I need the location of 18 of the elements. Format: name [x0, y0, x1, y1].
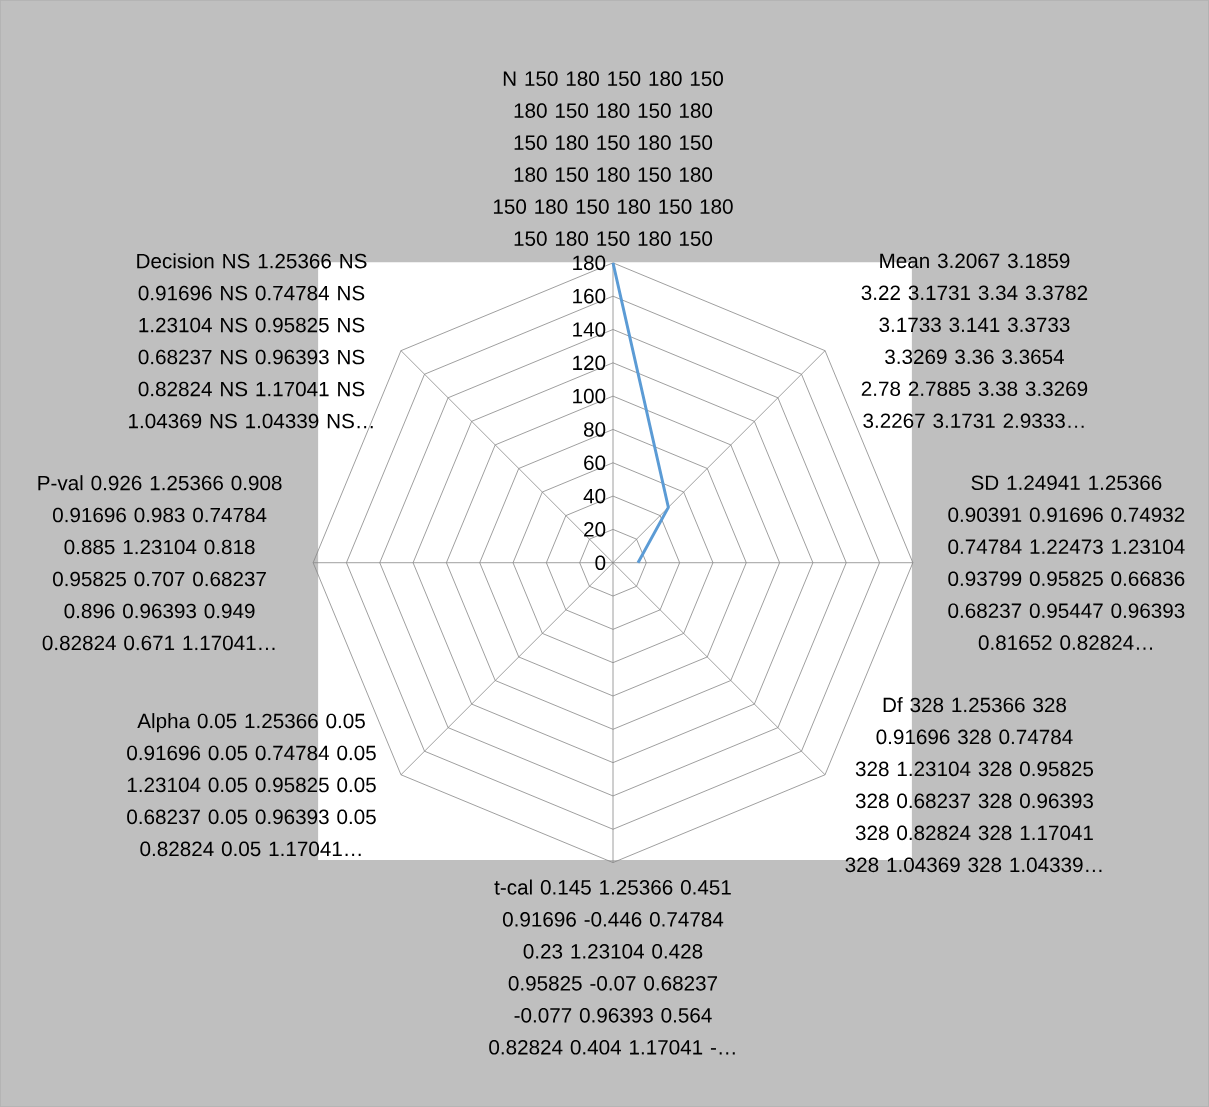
- y-tick-label: 20: [584, 522, 606, 537]
- y-tick-label: 100: [573, 388, 606, 404]
- y-tick-label: 40: [583, 488, 606, 504]
- spoke-label: t-cal 0.145 1.25366 0.451 0.91696 -0.446 0.74784 0.23 1.23104 0.428 0.95825 -0.07 0.68237 -0.077 0.96393 0.564 0.82824 0.404 1.17041 -…: [489, 879, 735, 1055]
- spoke-label: Alpha 0.05 1.25366 0.05 0.91696 0.05 0.74784 0.05 1.23104 0.05 0.95825 0.05 0.68237 0.05 0.96393 0.05 0.82824 0.05 1.17041…: [127, 713, 376, 857]
- spoke-label: Df 328 1.25366 328 0.91696 328 0.74784 328 1.23104 328 0.95825 328 0.68237 328 0.96393 328 0.82824 328 1.17041 328 1.04369 328 1.04339…: [845, 697, 1102, 873]
- spoke-label: SD 1.24941 1.25366 0.90391 0.91696 0.74932 0.74784 1.22473 1.23104 0.93799 0.95825 0.66836 0.68237 0.95447 0.96393 0.81652 0.82824…: [948, 475, 1185, 650]
- y-tick-label: 60: [584, 455, 606, 471]
- y-tick-label: 180: [573, 255, 606, 271]
- spoke-label: N 150 180 150 180 150 180 150 180 150 180 150 180 150 180 150 180 150 180 150 180 150 180 150 180 150 180 150 180 150 180 150: [493, 71, 733, 246]
- y-tick-label: 140: [573, 322, 606, 337]
- y-tick-label: 0: [595, 555, 606, 571]
- spoke-label: Mean 3.2067 3.1859 3.22 3.1731 3.34 3.3782 3.1733 3.141 3.3733 3.3269 3.36 3.3654 2.78 2.7885 3.38 3.3269 3.2267 3.1731 2.9333…: [861, 253, 1088, 429]
- y-tick-label: 160: [573, 288, 606, 304]
- spoke-label: Decision NS 1.25366 NS 0.91696 NS 0.74784 NS 1.23104 NS 0.95825 NS 0.68237 NS 0.96393 NS 0.82824 NS 1.17041 NS 1.04369 NS 1.04339 NS…: [129, 253, 373, 429]
- spoke-label: P-val 0.926 1.25366 0.908 0.91696 0.983 0.74784 0.885 1.23104 0.818 0.95825 0.707 0.68237 0.896 0.96393 0.949 0.82824 0.671 1.17041…: [38, 475, 282, 651]
- y-tick-label: 120: [573, 355, 606, 371]
- y-tick-label: 80: [583, 422, 606, 437]
